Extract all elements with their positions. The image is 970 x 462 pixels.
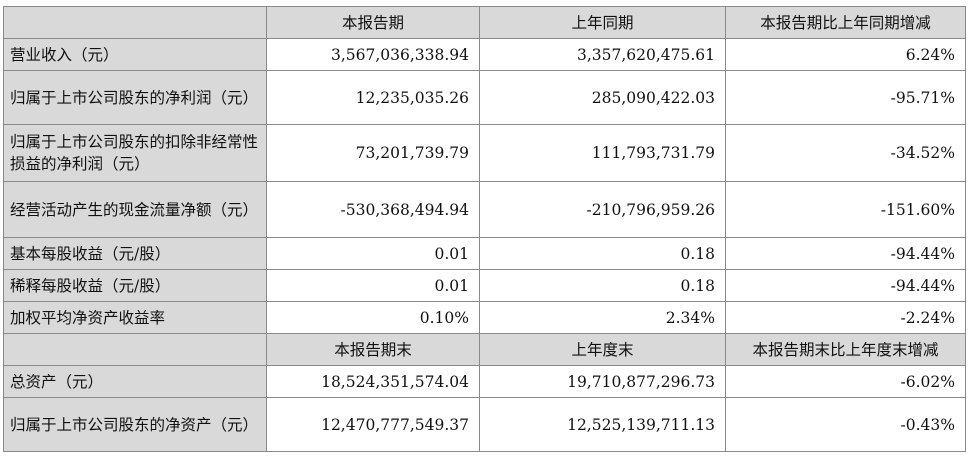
table-row: 营业收入（元） 3,567,036,338.94 3,357,620,475.6… [3, 38, 966, 71]
row-label: 归属于上市公司股东的扣除非经常性损益的净利润（元） [3, 124, 267, 182]
table-row: 总资产（元） 18,524,351,574.04 19,710,877,296.… [3, 365, 966, 398]
prior-value: 285,090,422.03 [479, 70, 726, 125]
change-value: -2.24% [725, 301, 966, 334]
current-value: 0.10% [266, 301, 480, 334]
row-label: 加权平均净资产收益率 [3, 301, 267, 334]
header-period-end-change: 本报告期末比上年度末增减 [725, 333, 966, 366]
current-value: 0.01 [266, 269, 480, 302]
change-value: -94.44% [725, 237, 966, 270]
row-label: 经营活动产生的现金流量净额（元） [3, 181, 267, 238]
prior-value: 0.18 [479, 237, 726, 270]
prior-value: 111,793,731.79 [479, 124, 726, 182]
change-value: -94.44% [725, 269, 966, 302]
table-row: 稀释每股收益（元/股） 0.01 0.18 -94.44% [3, 269, 966, 302]
table-row: 归属于上市公司股东的净利润（元） 12,235,035.26 285,090,4… [3, 70, 966, 125]
change-value: -151.60% [725, 181, 966, 238]
change-value: -34.52% [725, 124, 966, 182]
header-prior-year-end: 上年度末 [479, 333, 726, 366]
prior-value: -210,796,959.26 [479, 181, 726, 238]
table-row: 经营活动产生的现金流量净额（元） -530,368,494.94 -210,79… [3, 181, 966, 238]
subheader-corner-cell [3, 333, 267, 366]
financial-summary-table: 本报告期 上年同期 本报告期比上年同期增减 营业收入（元） 3,567,036,… [3, 6, 966, 452]
table-header-row: 本报告期 上年同期 本报告期比上年同期增减 [3, 6, 966, 39]
prior-value: 0.18 [479, 269, 726, 302]
header-prior-period: 上年同期 [479, 6, 726, 39]
current-value: 12,235,035.26 [266, 70, 480, 125]
table-row: 加权平均净资产收益率 0.10% 2.34% -2.24% [3, 301, 966, 334]
prior-value: 19,710,877,296.73 [479, 365, 726, 398]
current-value: 18,524,351,574.04 [266, 365, 480, 398]
prior-value: 3,357,620,475.61 [479, 38, 726, 71]
prior-value: 12,525,139,711.13 [479, 397, 726, 452]
header-corner-cell [3, 6, 267, 39]
row-label: 基本每股收益（元/股） [3, 237, 267, 270]
row-label: 营业收入（元） [3, 38, 267, 71]
current-value: 0.01 [266, 237, 480, 270]
row-label: 归属于上市公司股东的净利润（元） [3, 70, 267, 125]
table-row: 归属于上市公司股东的净资产（元） 12,470,777,549.37 12,52… [3, 397, 966, 452]
prior-value: 2.34% [479, 301, 726, 334]
change-value: -95.71% [725, 70, 966, 125]
header-current-period: 本报告期 [266, 6, 480, 39]
row-label: 总资产（元） [3, 365, 267, 398]
change-value: 6.24% [725, 38, 966, 71]
row-label: 归属于上市公司股东的净资产（元） [3, 397, 267, 452]
table-row: 归属于上市公司股东的扣除非经常性损益的净利润（元） 73,201,739.79 … [3, 124, 966, 182]
current-value: -530,368,494.94 [266, 181, 480, 238]
row-label: 稀释每股收益（元/股） [3, 269, 267, 302]
header-period-end: 本报告期末 [266, 333, 480, 366]
change-value: -0.43% [725, 397, 966, 452]
table-subheader-row: 本报告期末 上年度末 本报告期末比上年度末增减 [3, 333, 966, 366]
current-value: 73,201,739.79 [266, 124, 480, 182]
current-value: 3,567,036,338.94 [266, 38, 480, 71]
current-value: 12,470,777,549.37 [266, 397, 480, 452]
change-value: -6.02% [725, 365, 966, 398]
header-change: 本报告期比上年同期增减 [725, 6, 966, 39]
table-row: 基本每股收益（元/股） 0.01 0.18 -94.44% [3, 237, 966, 270]
